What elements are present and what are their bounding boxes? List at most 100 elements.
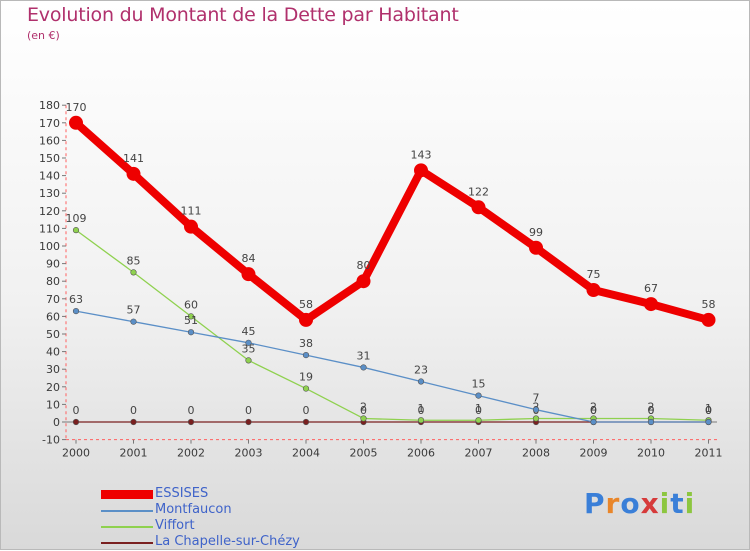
data-point xyxy=(532,415,540,422)
data-point xyxy=(417,378,425,385)
data-label: 2 xyxy=(648,400,655,413)
data-label: 51 xyxy=(184,314,198,327)
data-point xyxy=(302,352,310,359)
data-point xyxy=(184,219,198,234)
data-label: 2 xyxy=(360,400,367,413)
y-tick-label: 170 xyxy=(39,117,60,130)
y-tick-label: 160 xyxy=(39,134,60,147)
chart-subtitle: (en €) xyxy=(27,29,60,42)
data-label: 0 xyxy=(188,404,195,417)
y-tick-label: 110 xyxy=(39,222,60,235)
data-point xyxy=(72,227,80,234)
y-tick-label: 150 xyxy=(39,152,60,165)
data-label: 0 xyxy=(590,404,597,417)
x-tick-label: 2005 xyxy=(350,447,378,460)
data-label: 19 xyxy=(299,371,313,384)
series-line-2 xyxy=(75,229,710,421)
x-tick-label: 2007 xyxy=(465,447,493,460)
data-label: 31 xyxy=(357,349,371,362)
data-point xyxy=(360,415,367,422)
data-label: 122 xyxy=(468,185,489,198)
data-point xyxy=(299,312,313,327)
data-label: 109 xyxy=(66,212,87,225)
data-label: 35 xyxy=(242,342,256,355)
data-label: 0 xyxy=(360,404,367,417)
logo-letter: x xyxy=(640,487,660,520)
legend-item-viffort: Viffort xyxy=(101,518,361,535)
data-point xyxy=(475,392,482,399)
legend-label-la-chapelle: La Chapelle-sur-Chézy xyxy=(155,534,300,549)
data-point xyxy=(475,417,482,424)
data-label: 2 xyxy=(590,400,597,413)
data-point xyxy=(532,406,540,413)
y-tick-label: 80 xyxy=(46,275,60,288)
data-label: 15 xyxy=(472,378,486,391)
y-tick-label: 10 xyxy=(46,398,60,411)
x-tick-label: 2002 xyxy=(177,447,205,460)
data-label: 38 xyxy=(299,337,313,350)
logo-letter: i xyxy=(659,487,671,520)
x-tick-label: 2004 xyxy=(292,447,320,460)
logo-letter: P xyxy=(584,487,606,520)
data-point xyxy=(130,418,137,426)
legend-swatch-la-chapelle xyxy=(101,542,153,544)
data-label: 0 xyxy=(648,404,655,417)
data-point xyxy=(126,166,141,181)
data-point xyxy=(130,318,137,325)
data-label: 58 xyxy=(702,298,716,311)
y-tick-label: 30 xyxy=(46,363,60,376)
y-tick-label: 0 xyxy=(53,416,60,429)
x-tick-label: 2011 xyxy=(695,447,723,460)
data-point xyxy=(187,329,195,336)
data-label: 80 xyxy=(357,259,371,272)
data-label: 84 xyxy=(242,252,256,265)
data-label: 1 xyxy=(475,402,482,415)
data-point xyxy=(414,163,428,178)
data-point xyxy=(245,418,252,426)
data-label: 99 xyxy=(529,226,543,239)
data-label: 111 xyxy=(181,205,202,218)
data-label: 75 xyxy=(587,268,601,281)
data-label: 0 xyxy=(73,404,80,417)
series-line-0 xyxy=(72,118,713,324)
legend-item-la-chapelle: La Chapelle-sur-Chézy xyxy=(101,534,361,551)
x-tick-label: 2010 xyxy=(637,447,665,460)
series-line-1 xyxy=(75,310,710,423)
y-tick-label: 100 xyxy=(39,240,60,253)
data-point xyxy=(701,312,716,327)
data-point xyxy=(130,269,137,276)
legend-label-montfaucon: Montfaucon xyxy=(155,502,232,517)
data-label: 67 xyxy=(644,282,658,295)
data-point xyxy=(471,200,486,215)
data-label: 1 xyxy=(418,402,425,415)
legend: ESSISES Montfaucon Viffort La Chapelle-s… xyxy=(101,486,361,551)
logo-letter: i xyxy=(684,487,696,520)
y-tick-label: 130 xyxy=(39,187,60,200)
data-label: 0 xyxy=(303,404,310,417)
y-tick-label: 60 xyxy=(46,310,60,323)
legend-swatch-essises xyxy=(101,490,153,499)
y-tick-label: 140 xyxy=(39,170,60,183)
data-label: 60 xyxy=(184,298,198,311)
x-tick-label: 2009 xyxy=(580,447,608,460)
data-label: 0 xyxy=(705,404,712,417)
data-label: 0 xyxy=(705,404,712,417)
data-point xyxy=(705,418,712,426)
y-tick-label: 40 xyxy=(46,346,60,359)
data-point xyxy=(644,297,658,312)
data-label: 63 xyxy=(69,293,83,306)
data-label: 0 xyxy=(648,404,655,417)
data-label: 57 xyxy=(127,304,141,317)
data-label: 23 xyxy=(414,364,428,377)
data-point xyxy=(356,274,371,289)
proxiti-logo: Proxiti xyxy=(584,487,695,520)
x-tick-label: 2000 xyxy=(62,447,90,460)
data-label: 0 xyxy=(590,404,597,417)
data-label: 58 xyxy=(299,298,313,311)
legend-item-montfaucon: Montfaucon xyxy=(101,502,361,519)
legend-swatch-montfaucon xyxy=(101,510,153,512)
data-point xyxy=(586,283,601,297)
x-tick-label: 2006 xyxy=(407,447,435,460)
data-label: 0 xyxy=(130,404,137,417)
